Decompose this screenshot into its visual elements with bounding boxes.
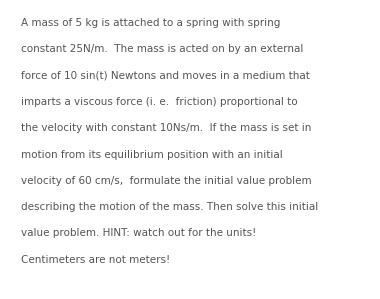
Text: imparts a viscous force (i. e.  friction) proportional to: imparts a viscous force (i. e. friction)… bbox=[21, 97, 298, 107]
Text: motion from its equilibrium position with an initial: motion from its equilibrium position wit… bbox=[21, 150, 283, 159]
Text: force of 10 sin(t) Newtons and moves in a medium that: force of 10 sin(t) Newtons and moves in … bbox=[21, 71, 310, 80]
Text: describing the motion of the mass. Then solve this initial: describing the motion of the mass. Then … bbox=[21, 202, 318, 212]
Text: value problem. HINT: watch out for the units!: value problem. HINT: watch out for the u… bbox=[21, 228, 256, 238]
Text: velocity of 60 cm/s,  formulate the initial value problem: velocity of 60 cm/s, formulate the initi… bbox=[21, 176, 312, 186]
Text: constant 25N/m.  The mass is acted on by an external: constant 25N/m. The mass is acted on by … bbox=[21, 44, 303, 54]
Text: the velocity with constant 10Ns/m.  If the mass is set in: the velocity with constant 10Ns/m. If th… bbox=[21, 123, 311, 133]
Text: A mass of 5 kg is attached to a spring with spring: A mass of 5 kg is attached to a spring w… bbox=[21, 18, 280, 28]
Text: Centimeters are not meters!: Centimeters are not meters! bbox=[21, 255, 170, 265]
